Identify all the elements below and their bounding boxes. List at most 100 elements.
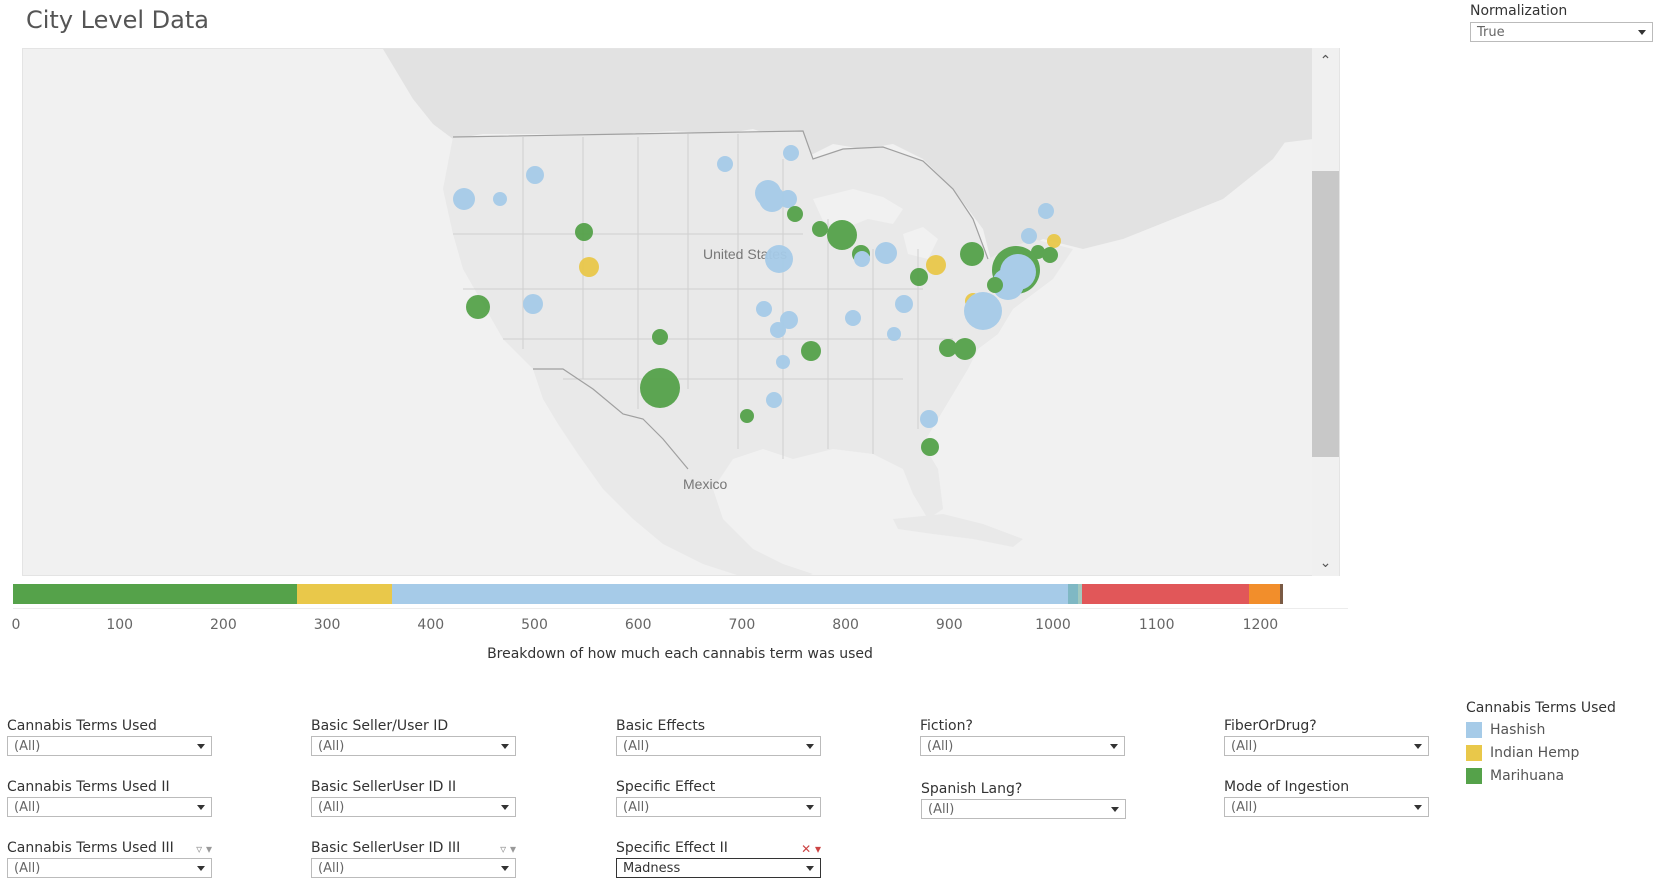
bar-segment-other-b[interactable]: [1077, 584, 1082, 604]
clear-filter-icon[interactable]: ✕ ▾: [801, 842, 821, 856]
filter-dropdown[interactable]: (All): [1224, 797, 1429, 817]
city-bubble[interactable]: [921, 438, 939, 456]
filter-value: (All): [928, 802, 955, 817]
city-bubble[interactable]: [779, 190, 797, 208]
city-bubble[interactable]: [756, 301, 772, 317]
city-bubble[interactable]: [854, 251, 870, 267]
filter-label: Basic SellerUser ID III ▿ ▾: [311, 839, 516, 858]
filter-cannabis-terms-used-ii: Cannabis Terms Used II (All): [7, 778, 212, 817]
city-bubble[interactable]: [895, 295, 913, 313]
legend-item-marihuana[interactable]: Marihuana: [1466, 768, 1616, 784]
city-bubble[interactable]: [787, 206, 803, 222]
city-bubble[interactable]: [987, 277, 1003, 293]
city-bubble[interactable]: [776, 355, 790, 369]
bar-segment-indian-hemp[interactable]: [297, 584, 392, 604]
chevron-down-icon: [501, 805, 509, 810]
city-bubble[interactable]: [579, 257, 599, 277]
filter-dropdown[interactable]: (All): [616, 736, 821, 756]
city-bubble[interactable]: [453, 188, 475, 210]
city-bubble[interactable]: [1042, 247, 1058, 263]
filter-dropdown[interactable]: (All): [920, 736, 1125, 756]
chevron-down-icon: [1111, 807, 1119, 812]
legend-title: Cannabis Terms Used: [1466, 700, 1616, 716]
city-bubble[interactable]: [1047, 234, 1061, 248]
filter-label: Spanish Lang?: [921, 781, 1023, 797]
bar-segment-other-d[interactable]: [1248, 584, 1280, 604]
legend-swatch: [1466, 745, 1482, 761]
bar-segment-other-e[interactable]: [1279, 584, 1283, 604]
land-greenland: [1203, 49, 1339, 144]
land-caribbean: [893, 514, 1023, 547]
city-map[interactable]: United States Mexico: [22, 48, 1340, 576]
axis-tick-label: 900: [935, 617, 963, 633]
city-bubble[interactable]: [939, 339, 957, 357]
filter-cannabis-terms-used: Cannabis Terms Used (All): [7, 717, 212, 756]
city-bubble[interactable]: [812, 221, 828, 237]
city-bubble[interactable]: [780, 311, 798, 329]
city-bubble[interactable]: [1038, 203, 1054, 219]
bar-segment-other-c[interactable]: [1081, 584, 1249, 604]
filter-basic-seller-user-id: Basic Seller/User ID (All): [311, 717, 516, 756]
city-bubble[interactable]: [960, 242, 984, 266]
map-canvas: United States Mexico: [23, 49, 1339, 575]
chevron-down-icon: [197, 866, 205, 871]
city-bubble[interactable]: [875, 242, 897, 264]
city-bubble[interactable]: [765, 245, 793, 273]
legend-label: Marihuana: [1490, 768, 1565, 784]
city-bubble[interactable]: [920, 410, 938, 428]
axis-tick-label: 700: [728, 617, 756, 633]
city-bubbles: [453, 145, 1061, 456]
city-bubble[interactable]: [523, 294, 543, 314]
bar-segment-marihuana[interactable]: [13, 584, 298, 604]
city-bubble[interactable]: [992, 268, 1024, 300]
city-bubble[interactable]: [910, 268, 928, 286]
filter-dropdown[interactable]: (All): [7, 736, 212, 756]
filter-dropdown[interactable]: (All): [616, 797, 821, 817]
filter-dropdown[interactable]: (All): [311, 797, 516, 817]
axis-tick-label: 300: [313, 617, 341, 633]
city-bubble[interactable]: [575, 223, 593, 241]
filter-basic-seller-user-id-iii: Basic SellerUser ID III ▿ ▾ (All): [311, 839, 516, 878]
city-bubble[interactable]: [770, 322, 786, 338]
filter-dropdown[interactable]: (All): [1224, 736, 1429, 756]
filter-dropdown[interactable]: (All): [311, 736, 516, 756]
map-scrollbar-thumb[interactable]: [1312, 171, 1339, 457]
city-bubble[interactable]: [717, 156, 733, 172]
city-bubble[interactable]: [954, 338, 976, 360]
city-bubble[interactable]: [845, 310, 861, 326]
filter-menu-icon[interactable]: ▿ ▾: [196, 842, 212, 856]
filter-dropdown[interactable]: (All): [921, 799, 1126, 819]
scroll-up-icon[interactable]: ⌃: [1319, 53, 1332, 69]
legend-item-indian-hemp[interactable]: Indian Hemp: [1466, 745, 1616, 761]
city-bubble[interactable]: [926, 255, 946, 275]
chevron-down-icon: [501, 744, 509, 749]
filter-menu-icon[interactable]: ▿ ▾: [500, 842, 516, 856]
city-bubble[interactable]: [466, 295, 490, 319]
city-bubble[interactable]: [964, 292, 1002, 330]
city-bubble[interactable]: [526, 166, 544, 184]
city-bubble[interactable]: [759, 186, 785, 212]
city-bubble[interactable]: [801, 341, 821, 361]
filter-value: (All): [318, 739, 345, 754]
filter-dropdown[interactable]: (All): [311, 858, 516, 878]
filter-label-text: Specific Effect II: [616, 840, 728, 856]
city-bubble[interactable]: [493, 192, 507, 206]
bar-segment-other-a[interactable]: [1068, 584, 1078, 604]
city-bubble[interactable]: [827, 220, 857, 250]
filter-dropdown[interactable]: Madness: [616, 858, 821, 878]
bar-segment-hashish[interactable]: [391, 584, 1069, 604]
scroll-down-icon[interactable]: ⌄: [1319, 555, 1332, 571]
city-bubble[interactable]: [887, 327, 901, 341]
filter-fiction: Fiction? (All): [920, 717, 1125, 756]
normalization-dropdown[interactable]: True: [1470, 22, 1653, 42]
filter-dropdown[interactable]: (All): [7, 858, 212, 878]
city-bubble[interactable]: [640, 368, 680, 408]
city-bubble[interactable]: [766, 392, 782, 408]
city-bubble[interactable]: [1021, 228, 1037, 244]
filter-specific-effect: Specific Effect (All): [616, 778, 821, 817]
city-bubble[interactable]: [740, 409, 754, 423]
city-bubble[interactable]: [783, 145, 799, 161]
filter-dropdown[interactable]: (All): [7, 797, 212, 817]
city-bubble[interactable]: [652, 329, 668, 345]
legend-item-hashish[interactable]: Hashish: [1466, 722, 1616, 738]
